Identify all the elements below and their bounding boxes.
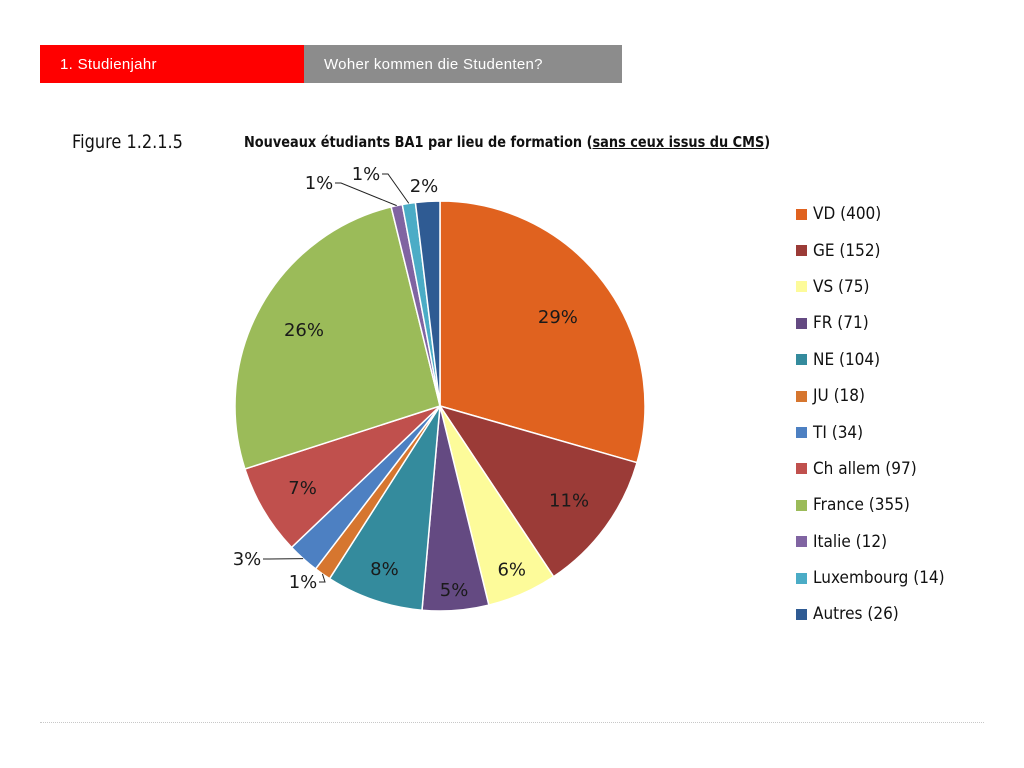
legend-item-autres: Autres (26) [796, 596, 959, 632]
pie-slice-vd [439, 200, 646, 464]
legend-swatch [796, 245, 807, 257]
legend-label: France (355) [813, 495, 910, 516]
legend-item-france: France (355) [796, 487, 959, 523]
legend-swatch [796, 427, 807, 439]
leader-line-luxembourg [382, 173, 410, 204]
legend-swatch [796, 499, 807, 511]
legend-label: FR (71) [813, 313, 869, 334]
pie-slice-ge [438, 404, 638, 578]
topic-label: Woher kommen die Studenten? [304, 45, 622, 83]
legend-swatch [796, 390, 807, 402]
legend-label: Italie (12) [813, 531, 888, 552]
legend-item-ju: JU (18) [796, 378, 959, 414]
legend-item-ch-allem: Ch allem (97) [796, 451, 959, 487]
chart-title-underlined: sans ceux issus du CMS [592, 133, 765, 151]
legend-label: Ch allem (97) [813, 458, 917, 479]
chart-title-end: ) [764, 133, 771, 151]
legend-label: JU (18) [813, 386, 865, 407]
pie-slice-autres [414, 200, 441, 407]
pie-slice-ne [328, 405, 441, 612]
pie-label-italie: 1% [305, 173, 334, 194]
legend-item-vs: VS (75) [796, 269, 959, 305]
legend-swatch [796, 536, 807, 548]
legend-label: VS (75) [813, 276, 870, 297]
pie-label-ne: 8% [370, 559, 399, 580]
pie-label-vs: 6% [497, 559, 526, 580]
legend-label: Luxembourg (14) [813, 568, 945, 589]
legend-swatch [796, 281, 807, 293]
legend-item-italie: Italie (12) [796, 524, 959, 560]
chart-legend: VD (400) GE (152) VS (75) FR (71) NE (104) JU… [796, 196, 959, 633]
leader-line-italie [335, 182, 397, 207]
footer-divider [40, 722, 984, 723]
legend-swatch [796, 354, 807, 366]
pie-label-france: 26% [284, 320, 324, 341]
header-bar: 1. Studienjahr Woher kommen die Studente… [40, 45, 622, 83]
pie-label-fr: 5% [440, 580, 469, 601]
legend-item-vd: VD (400) [796, 196, 959, 232]
leader-line-ju [319, 573, 326, 583]
legend-label: GE (152) [813, 240, 881, 261]
legend-label: VD (400) [813, 204, 882, 225]
legend-swatch [796, 572, 807, 584]
figure-label: Figure 1.2.1.5 [72, 131, 183, 153]
section-label: 1. Studienjahr [40, 45, 304, 83]
legend-label: TI (34) [813, 422, 864, 443]
legend-swatch [796, 208, 807, 220]
pie-label-ju: 1% [289, 572, 318, 593]
pie-slice-france [234, 205, 441, 470]
legend-label: NE (104) [813, 349, 881, 370]
legend-label: Autres (26) [813, 604, 899, 625]
pie-label-ge: 11% [549, 490, 589, 511]
legend-swatch [796, 463, 807, 475]
legend-item-fr: FR (71) [796, 305, 959, 341]
chart-title: Nouveaux étudiants BA1 par lieu de forma… [244, 133, 770, 151]
pie-label-ti: 3% [233, 549, 262, 570]
legend-swatch [796, 317, 807, 329]
legend-swatch [796, 608, 807, 620]
legend-item-luxembourg: Luxembourg (14) [796, 560, 959, 596]
pie-label-autres: 2% [410, 176, 439, 197]
legend-item-ge: GE (152) [796, 232, 959, 268]
legend-item-ne: NE (104) [796, 342, 959, 378]
chart-title-main: Nouveaux étudiants BA1 par lieu de forma… [244, 133, 593, 151]
pie-label-luxembourg: 1% [352, 164, 381, 185]
pie-label-ch-allem: 7% [288, 478, 317, 499]
legend-item-ti: TI (34) [796, 414, 959, 450]
pie-label-vd: 29% [538, 307, 578, 328]
